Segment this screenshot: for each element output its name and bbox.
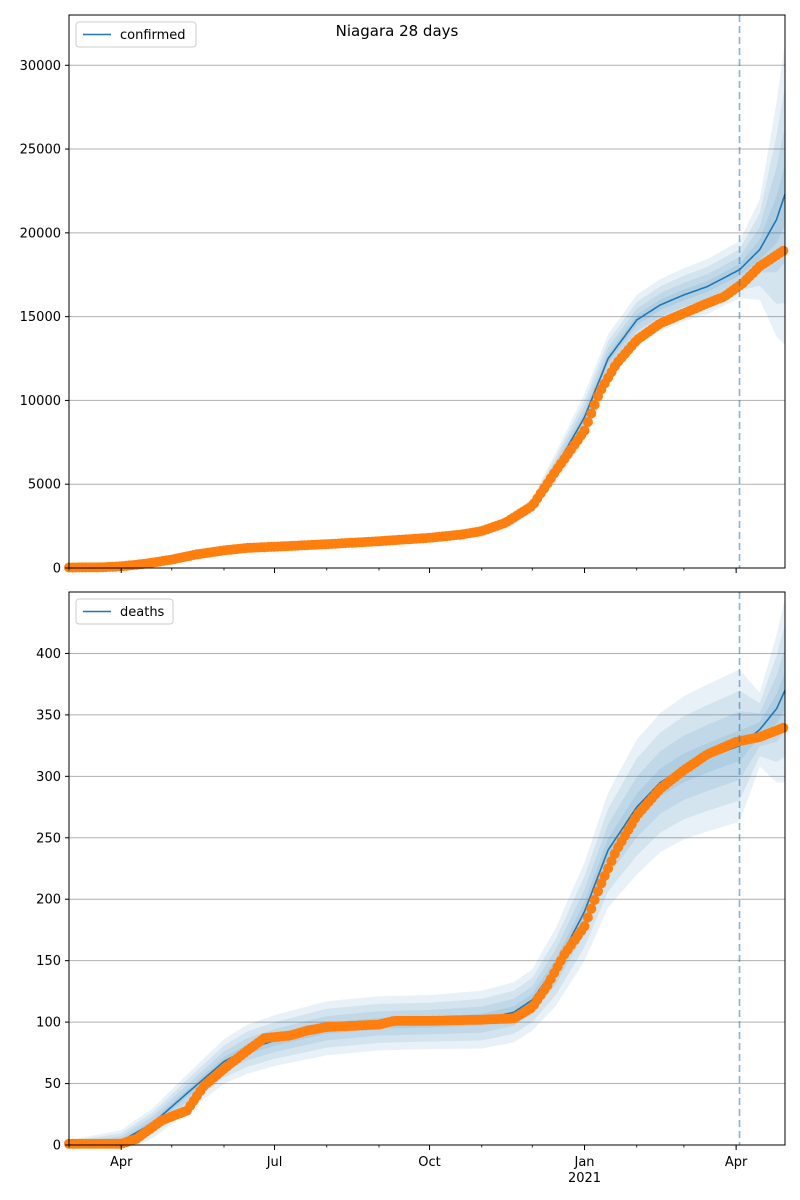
legend-label: confirmed bbox=[120, 28, 186, 43]
observed-point bbox=[579, 425, 590, 436]
observed-point bbox=[778, 722, 789, 733]
observed-point bbox=[579, 921, 590, 932]
confidence-band-3 bbox=[69, 164, 785, 568]
x-tick-label: Oct bbox=[418, 1155, 440, 1170]
y-tick-label: 300 bbox=[36, 770, 61, 785]
legend-box bbox=[75, 598, 174, 625]
observed-point bbox=[778, 245, 789, 256]
observed-point bbox=[586, 903, 597, 914]
x-tick-label: Jan bbox=[573, 1155, 594, 1170]
y-tick-label: 100 bbox=[36, 1016, 61, 1031]
y-tick-label: 0 bbox=[53, 562, 61, 577]
x-year-label: 2021 bbox=[568, 1171, 601, 1186]
confidence-band-1 bbox=[69, 624, 785, 1145]
observed-point bbox=[589, 399, 600, 410]
y-tick-label: 400 bbox=[36, 647, 61, 662]
x-tick-label: Jul bbox=[266, 1155, 283, 1170]
y-tick-label: 10000 bbox=[20, 394, 61, 409]
y-tick-label: 30000 bbox=[20, 59, 61, 74]
observed-point bbox=[589, 895, 600, 905]
y-tick-label: 150 bbox=[36, 954, 61, 969]
model-line bbox=[68, 194, 786, 568]
y-tick-label: 50 bbox=[44, 1077, 61, 1092]
observed-point bbox=[582, 417, 593, 427]
x-tick-label: Apr bbox=[110, 1155, 133, 1170]
confidence-band-0 bbox=[69, 598, 785, 1145]
confidence-band-2 bbox=[69, 126, 785, 568]
x-tick-label: Apr bbox=[725, 1155, 748, 1170]
confidence-band-0 bbox=[69, 43, 785, 568]
axes-frame bbox=[68, 14, 786, 569]
axes-frame bbox=[68, 591, 786, 1146]
chart-title: Niagara 28 days bbox=[336, 22, 459, 40]
y-tick-label: 250 bbox=[36, 831, 61, 846]
y-tick-label: 350 bbox=[36, 708, 61, 723]
confirmed-panel: 0 5000 10000 15000 20000 25000 30000 confirmed bbox=[20, 14, 789, 577]
observed-point bbox=[582, 912, 593, 923]
y-tick-label: 25000 bbox=[20, 143, 61, 158]
observed-point bbox=[593, 886, 603, 897]
confidence-band-1 bbox=[69, 85, 785, 568]
legend-box bbox=[75, 21, 197, 48]
y-tick-label: 0 bbox=[53, 1139, 61, 1154]
y-tick-label: 5000 bbox=[28, 478, 61, 493]
y-tick-label: 200 bbox=[36, 893, 61, 908]
y-tick-label: 15000 bbox=[20, 310, 61, 325]
deaths-panel: 0 50 100 150 200 250 300 350 400 Apr Jul Oct Jan Apr 2… bbox=[36, 591, 789, 1186]
legend-label: deaths bbox=[120, 605, 165, 620]
observed-point bbox=[586, 408, 597, 419]
y-tick-label: 20000 bbox=[20, 226, 61, 241]
